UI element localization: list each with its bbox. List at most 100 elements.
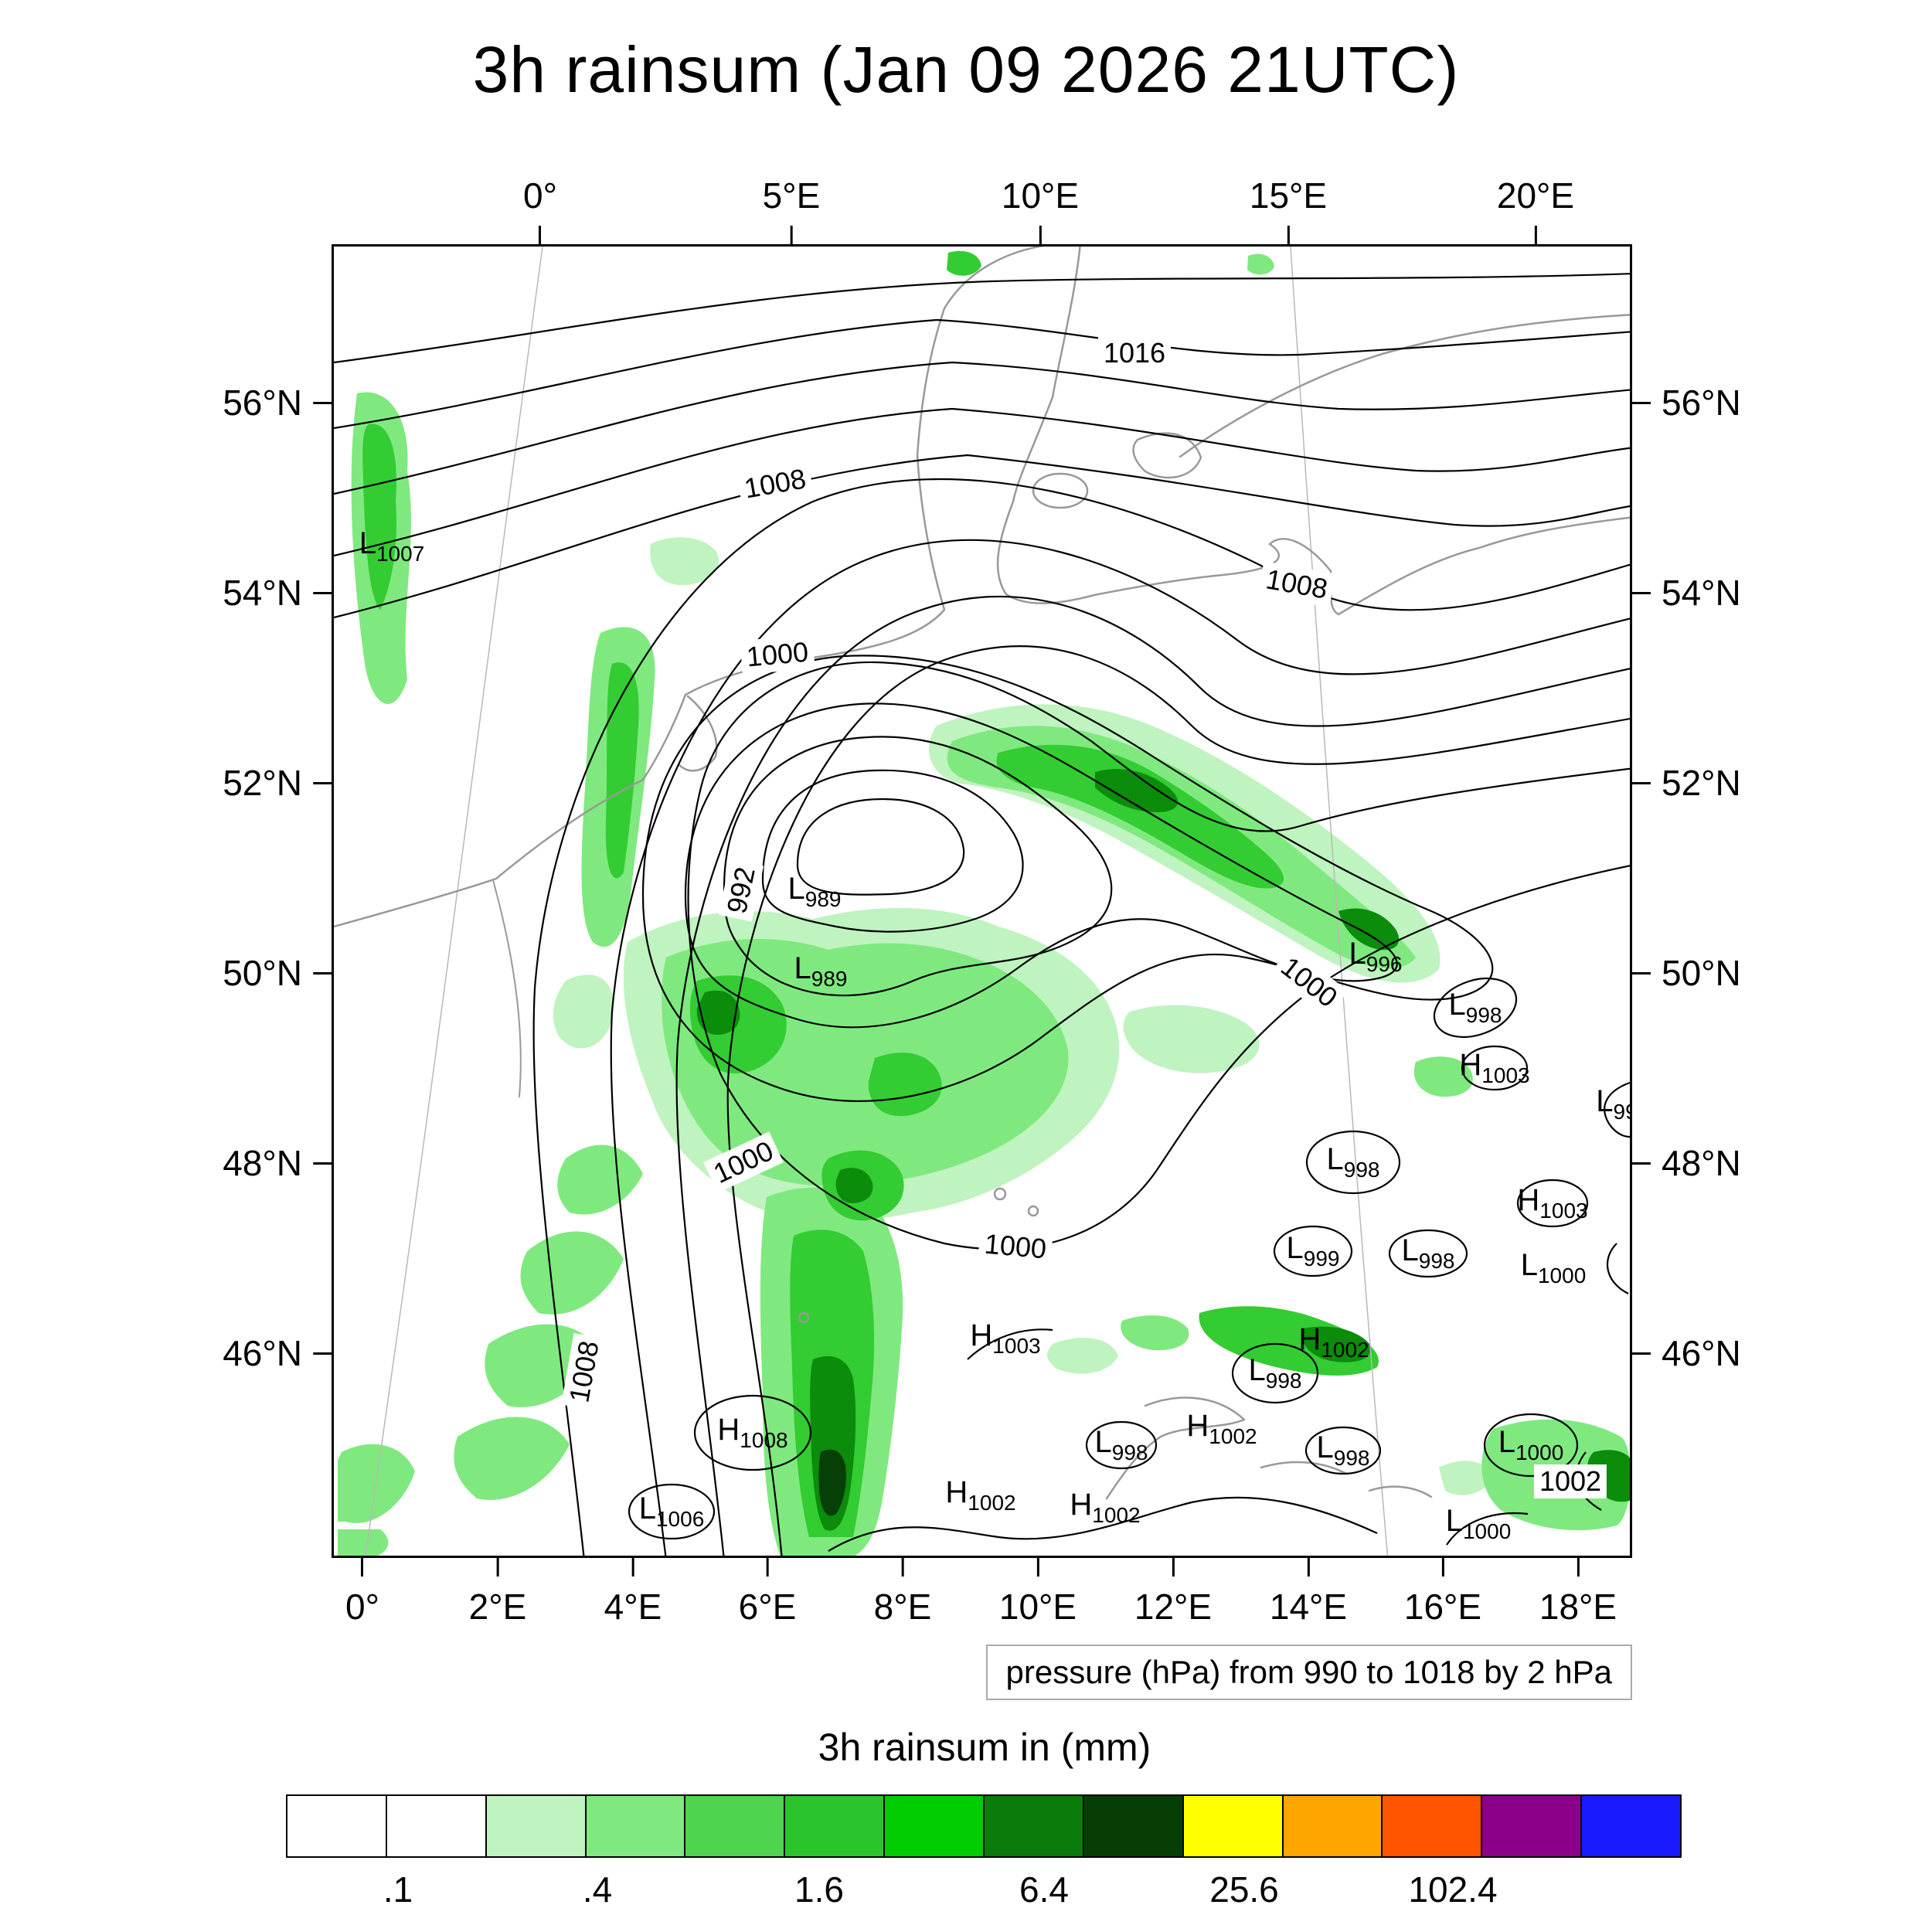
axis-tick xyxy=(1036,1558,1039,1577)
colorbar-segment xyxy=(385,1794,487,1858)
colorbar-segment xyxy=(1182,1794,1284,1858)
axis-tick-item: 50°N xyxy=(223,952,332,994)
axis-tick-label: 4°E xyxy=(604,1587,662,1627)
axis-tick-item: 12°E xyxy=(1134,1558,1212,1628)
axis-tick-item: 10°E xyxy=(999,1558,1077,1628)
axis-tick-label: 54°N xyxy=(1662,573,1741,613)
axis-tick-label: 10°E xyxy=(1001,175,1080,216)
colorbar-segment xyxy=(684,1794,786,1858)
map-area: 1016 1008 1008 1000 992 1000 1000 1000 1008 1002 … xyxy=(223,175,1741,1627)
axis-tick-label: 50°N xyxy=(1662,953,1741,993)
axis-tick-label: 20°E xyxy=(1496,175,1575,216)
axis-tick-label: 14°E xyxy=(1269,1587,1348,1627)
axis-tick-label: 0° xyxy=(523,175,557,216)
isobar-layer xyxy=(334,273,1630,1556)
axis-tick-label: 46°N xyxy=(1662,1333,1741,1373)
colorbar-segment xyxy=(1381,1794,1483,1858)
axis-tick-item: 54°N xyxy=(223,572,332,614)
axis-tick-item: 48°N xyxy=(223,1142,332,1184)
axis-tick xyxy=(1632,1162,1651,1165)
axis-tick xyxy=(1632,591,1651,594)
colorbar-segment xyxy=(983,1794,1084,1858)
axis-tick xyxy=(1534,226,1537,244)
axis-tick-label: 6°E xyxy=(738,1587,797,1627)
axis-tick-item: 16°E xyxy=(1404,1558,1481,1628)
colorbar-tick-label: 102.4 xyxy=(1408,1869,1498,1910)
colorbar-labels: .1 .4 1.6 6.4 25.6 102.4 xyxy=(287,1869,1682,1923)
colorbar-segment xyxy=(584,1794,686,1858)
axis-tick-item: 46°N xyxy=(1632,1332,1741,1374)
colorbar-segment xyxy=(1281,1794,1383,1858)
axis-tick-label: 10°E xyxy=(998,1587,1077,1627)
axis-tick-item: 56°N xyxy=(1632,382,1741,423)
axis-tick-label: 48°N xyxy=(223,1143,302,1183)
colorbar-segment xyxy=(883,1794,985,1858)
axis-tick xyxy=(1577,1558,1580,1577)
axis-tick-item: 52°N xyxy=(1632,762,1741,804)
colorbar-title: 3h rainsum in (mm) xyxy=(818,1726,1151,1769)
axis-tick-label: 0° xyxy=(345,1587,379,1627)
pressure-caption: pressure (hPa) from 990 to 1018 by 2 hPa xyxy=(985,1645,1632,1700)
axis-tick xyxy=(313,781,332,784)
axis-tick-label: 12°E xyxy=(1134,1587,1213,1627)
axis-tick xyxy=(539,226,542,244)
axis-tick-label: 52°N xyxy=(223,763,302,803)
axis-tick-item: 54°N xyxy=(1632,572,1741,614)
colorbar-tick-label: 6.4 xyxy=(1019,1869,1069,1910)
axis-tick-label: 18°E xyxy=(1539,1587,1617,1627)
axis-tick-label: 50°N xyxy=(223,953,302,993)
axis-tick xyxy=(1287,226,1290,244)
axis-tick xyxy=(631,1558,634,1577)
axis-tick-item: 5°E xyxy=(762,175,821,244)
axis-tick-item: 0° xyxy=(345,1558,379,1628)
colorbar-segment xyxy=(286,1794,387,1858)
axis-tick xyxy=(766,1558,769,1577)
colorbar-tick-label: 25.6 xyxy=(1209,1869,1279,1910)
colorbar-segment xyxy=(1481,1794,1583,1858)
axis-tick-label: 15°E xyxy=(1249,175,1328,216)
map-canvas xyxy=(334,247,1630,1556)
axis-tick xyxy=(313,401,332,404)
axis-tick-item: 46°N xyxy=(223,1332,332,1374)
axis-tick-item: 0° xyxy=(523,175,557,244)
axis-tick-label: 5°E xyxy=(762,175,821,216)
axis-tick xyxy=(1632,1352,1651,1355)
axis-tick-label: 8°E xyxy=(873,1587,932,1627)
axis-tick xyxy=(1039,226,1042,244)
graticule-layer xyxy=(365,247,1389,1556)
axis-tick xyxy=(313,1162,332,1165)
axis-tick-item: 20°E xyxy=(1497,175,1574,244)
axis-tick-label: 54°N xyxy=(223,573,302,613)
axis-tick xyxy=(790,226,793,244)
colorbar-segment xyxy=(1580,1794,1682,1858)
axis-tick xyxy=(901,1558,904,1577)
chart-title: 3h rainsum (Jan 09 2026 21UTC) xyxy=(472,33,1460,106)
axis-tick-label: 46°N xyxy=(223,1333,302,1373)
axis-tick xyxy=(1307,1558,1310,1577)
axis-tick xyxy=(496,1558,499,1577)
axis-tick-item: 56°N xyxy=(223,382,332,423)
colorbar-segment xyxy=(485,1794,587,1858)
axis-tick-item: 10°E xyxy=(1002,175,1079,244)
axis-tick xyxy=(1632,971,1651,975)
axis-tick xyxy=(361,1558,364,1577)
axis-tick-item: 50°N xyxy=(1632,952,1741,994)
axis-tick-item: 8°E xyxy=(873,1558,932,1628)
axis-tick-item: 4°E xyxy=(604,1558,662,1628)
colorbar-tick-label: 1.6 xyxy=(794,1869,844,1910)
colorbar xyxy=(286,1794,1682,1858)
rain-shading-layer xyxy=(338,250,1630,1556)
axis-tick-label: 52°N xyxy=(1662,763,1741,803)
colorbar-segment xyxy=(1082,1794,1184,1858)
coastline-layer xyxy=(334,247,1630,1500)
axis-tick-item: 18°E xyxy=(1539,1558,1617,1628)
axis-tick xyxy=(1441,1558,1444,1577)
axis-tick xyxy=(1632,401,1651,404)
axis-tick xyxy=(313,591,332,594)
axis-tick-item: 6°E xyxy=(738,1558,797,1628)
axis-tick-item: 14°E xyxy=(1270,1558,1347,1628)
colorbar-segment xyxy=(784,1794,886,1858)
axis-tick-label: 56°N xyxy=(1662,383,1741,423)
axis-tick-item: 52°N xyxy=(223,762,332,804)
